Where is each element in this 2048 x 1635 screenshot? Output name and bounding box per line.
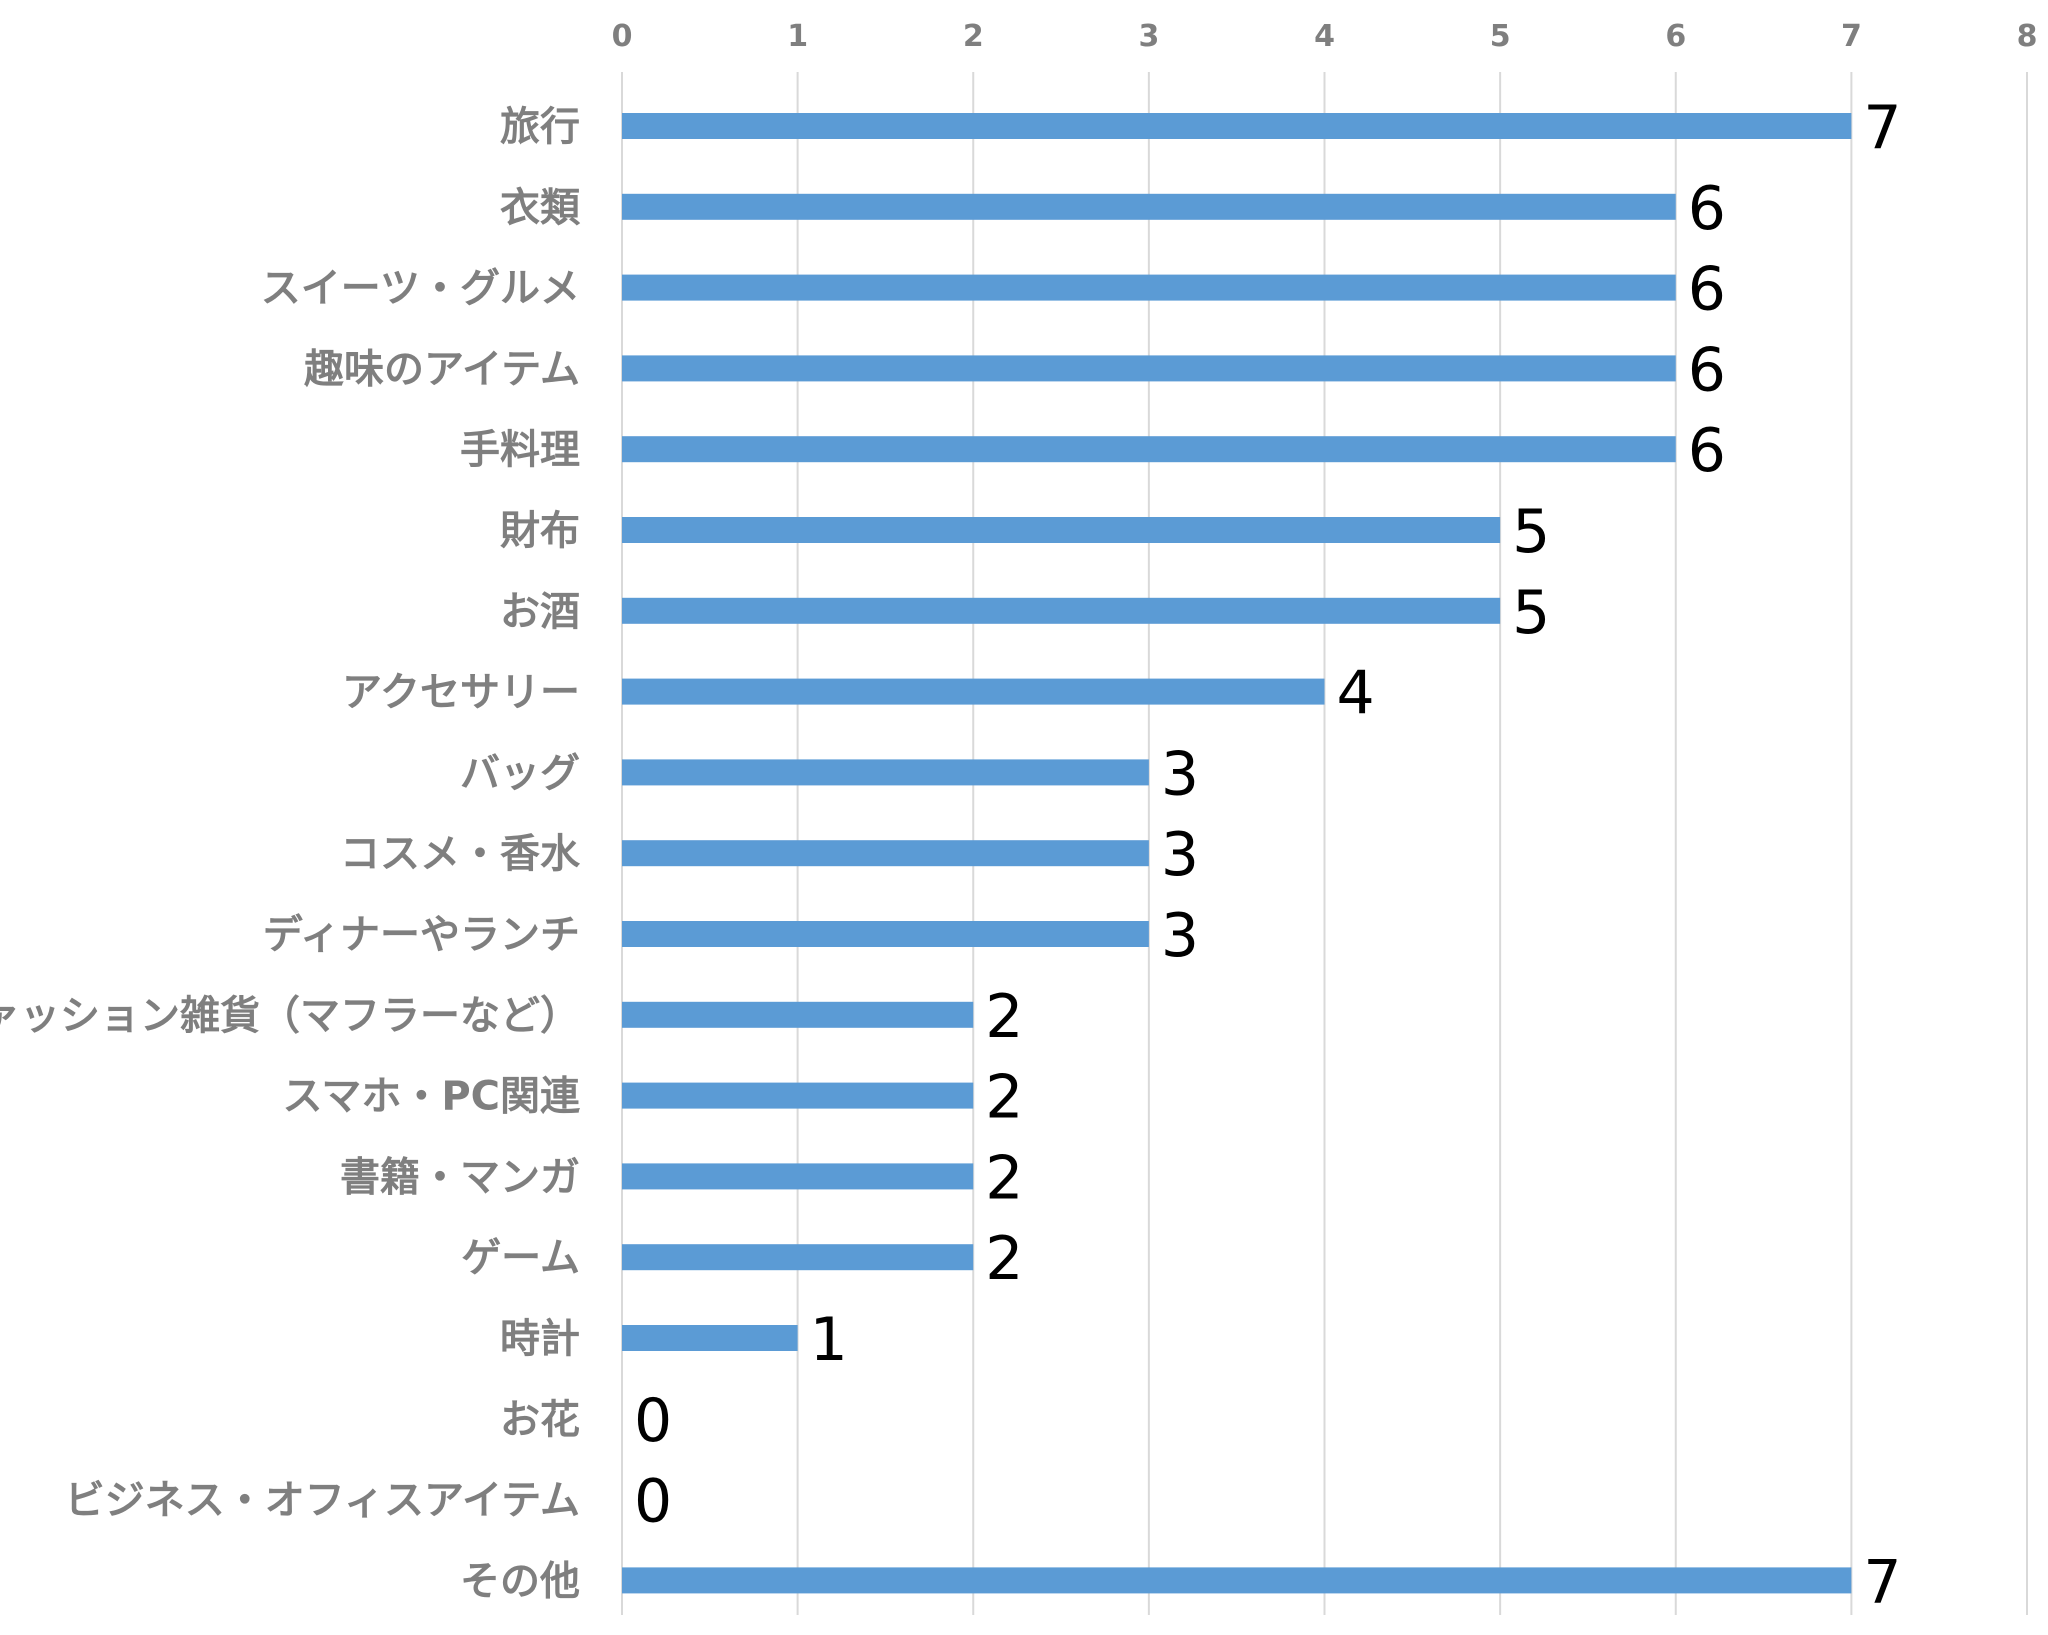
bar [622,517,1501,543]
x-tick-label: 5 [1490,19,1511,54]
data-label: 2 [985,1224,1023,1294]
bar [622,1163,974,1190]
data-label: 3 [1161,901,1199,971]
category-label: 手料理 [460,427,580,473]
bar [622,678,1325,705]
bar [622,1567,1852,1594]
category-label: 書籍・マンガ [340,1154,580,1200]
bar [622,1244,974,1271]
data-label: 7 [1863,93,1901,163]
x-tick-label: 7 [1841,19,1862,54]
x-tick-label: 1 [787,19,808,54]
data-label: 2 [985,1063,1023,1133]
category-label: ゲーム [461,1235,580,1281]
category-label: 旅行 [500,104,580,150]
category-label: コスメ・香水 [340,831,581,877]
data-label: 2 [985,1143,1023,1213]
x-axis-ticks: 0 1 2 3 4 5 6 7 8 [612,19,2038,54]
data-label: 7 [1863,1547,1901,1617]
category-label: お花 [500,1397,580,1443]
gridlines [621,72,2028,1615]
data-label: 2 [985,982,1023,1052]
category-label: ディナーやランチ [263,912,580,958]
bar [622,840,1149,867]
category-label: バッグ [460,750,580,796]
data-label: 4 [1337,659,1375,729]
category-label: スマホ・PC関連 [283,1074,581,1120]
bars [622,113,1852,1594]
data-label: 6 [1688,416,1726,486]
data-labels: 7 6 6 6 6 5 5 4 3 3 3 2 2 2 2 1 0 0 7 [634,93,1902,1617]
bar [622,1001,974,1028]
category-label: ファッション雑貨（マフラーなど） [0,993,580,1039]
bar [622,1325,798,1351]
category-label: ビジネス・オフィスアイテム [65,1478,580,1524]
category-label: 趣味のアイテム [304,346,580,392]
x-tick-label: 2 [963,19,984,54]
category-label: 時計 [500,1316,580,1362]
bar [622,436,1676,463]
data-label: 6 [1688,174,1726,244]
x-tick-label: 4 [1314,19,1335,54]
category-label: 財布 [500,508,580,554]
data-label: 0 [634,1386,672,1456]
category-label: お酒 [500,589,580,635]
data-label: 5 [1512,578,1550,648]
bar [622,921,1149,947]
x-tick-label: 3 [1138,19,1159,54]
category-labels: 旅行衣類スイーツ・グルメ趣味のアイテム手料理財布お酒アクセサリーバッグコスメ・香… [0,104,581,1604]
data-label: 1 [810,1305,848,1375]
data-label: 6 [1688,255,1726,325]
bar [622,759,1149,786]
bar [622,274,1676,301]
category-label: その他 [460,1558,580,1604]
data-label: 3 [1161,820,1199,890]
bar [622,193,1676,220]
x-tick-label: 0 [612,19,633,54]
data-label: 6 [1688,335,1726,405]
category-label: スイーツ・グルメ [261,266,580,312]
category-label: 衣類 [500,185,581,231]
bar [622,355,1676,382]
bar [622,1082,974,1109]
x-tick-label: 8 [2017,19,2038,54]
bar [622,113,1852,139]
x-tick-label: 6 [1665,19,1686,54]
bar [622,597,1501,624]
data-label: 5 [1512,497,1550,567]
data-label: 3 [1161,739,1199,809]
category-label: アクセサリー [342,670,580,716]
data-label: 0 [634,1467,672,1537]
